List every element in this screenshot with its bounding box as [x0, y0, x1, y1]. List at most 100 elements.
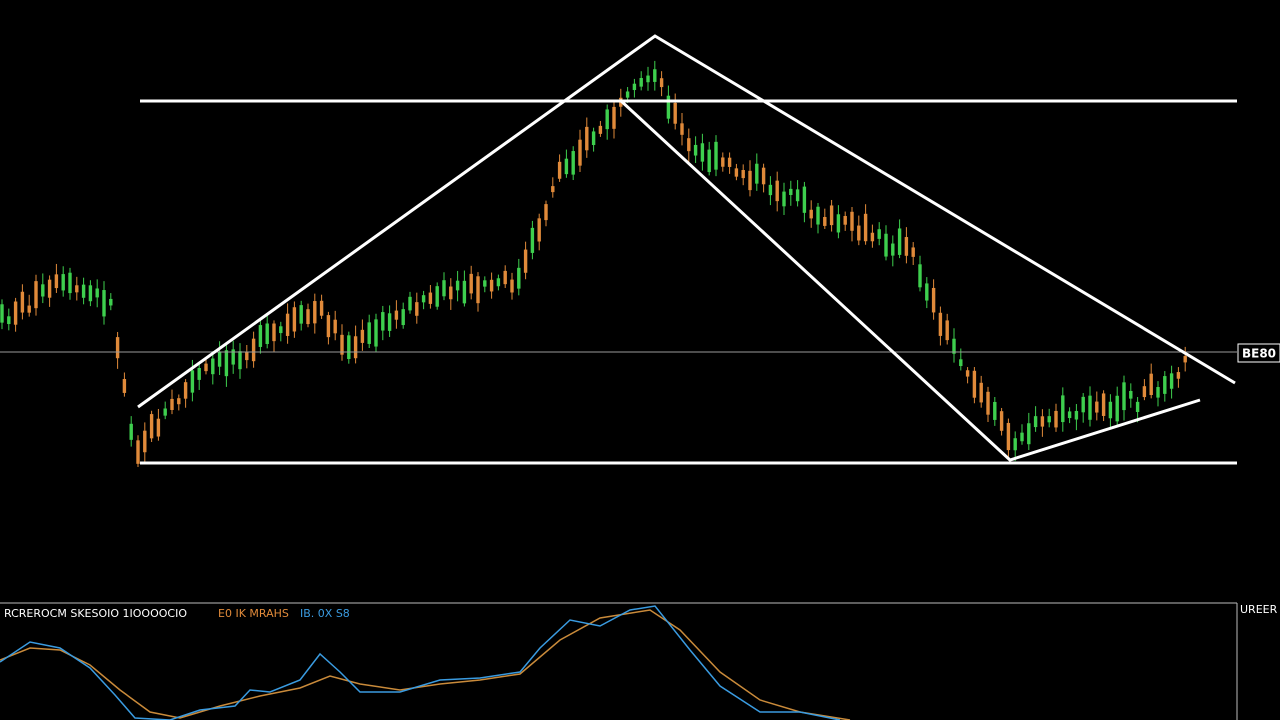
- indicator-name: RCREROCM SKESOIO 1IOOOOCIO: [4, 607, 187, 620]
- candle-body: [319, 300, 324, 316]
- candle-body: [904, 237, 909, 256]
- candle-body: [1013, 438, 1017, 451]
- candle-body: [829, 205, 834, 226]
- candle-body: [707, 149, 711, 173]
- candle-body: [381, 312, 385, 331]
- oscillator-fast: [0, 605, 841, 720]
- candle-body: [721, 157, 725, 167]
- candle-body: [925, 283, 929, 301]
- candle-body: [394, 310, 399, 320]
- candle-body: [1101, 393, 1106, 416]
- candle-body: [224, 350, 229, 377]
- candle-body: [415, 302, 419, 316]
- candle-body: [489, 279, 494, 292]
- candle-body: [88, 285, 93, 302]
- candle-body: [211, 358, 215, 375]
- candle-body: [374, 319, 378, 347]
- candle-body: [775, 180, 779, 202]
- candle-body: [340, 334, 344, 355]
- candle-body: [857, 225, 861, 241]
- candle-body: [761, 167, 766, 185]
- candle-body: [367, 322, 371, 344]
- candle-body: [843, 215, 847, 225]
- candle-body: [136, 440, 140, 464]
- candle-body: [265, 323, 269, 345]
- candle-body: [884, 233, 888, 257]
- candle-body: [75, 285, 79, 293]
- candle-body: [1033, 416, 1038, 428]
- candle-body: [238, 351, 242, 370]
- candle-body: [931, 287, 936, 313]
- candle-body: [1115, 395, 1119, 422]
- candle-body: [530, 227, 535, 253]
- candle-body: [272, 323, 276, 342]
- candle-body: [1081, 396, 1085, 413]
- candles: [0, 60, 1187, 468]
- candle-body: [47, 279, 52, 298]
- candle-body: [462, 280, 467, 304]
- candle-body: [149, 414, 154, 439]
- candle-body: [659, 78, 664, 88]
- price-label: BE80: [1242, 347, 1276, 361]
- candle-body: [809, 209, 813, 219]
- candle-body: [95, 288, 99, 298]
- candle-body: [1074, 410, 1079, 420]
- candle-body: [755, 163, 759, 184]
- candle-body: [585, 126, 589, 151]
- candle-body: [591, 131, 596, 146]
- candle-body: [789, 188, 793, 195]
- candle-body: [245, 352, 249, 361]
- candle-body: [27, 305, 31, 313]
- candle-body: [306, 309, 310, 325]
- candle-body: [170, 398, 174, 410]
- candle-body: [401, 309, 405, 326]
- candle-body: [1020, 432, 1024, 442]
- candle-body: [897, 228, 902, 255]
- candle-body: [183, 382, 188, 399]
- candle-body: [81, 284, 86, 298]
- candle-body: [802, 186, 807, 213]
- candle-body: [517, 267, 521, 289]
- candle-body: [653, 69, 657, 82]
- indicator-axis-label: UREER: [1240, 603, 1278, 616]
- candle-body: [326, 315, 331, 338]
- candle-body: [544, 204, 548, 221]
- candle-body: [1047, 416, 1051, 423]
- candle-body: [1054, 410, 1058, 428]
- candle-body: [1163, 376, 1167, 394]
- candle-body: [347, 335, 351, 359]
- candle-body: [197, 368, 201, 380]
- indicator-line2: IB. 0X S8: [300, 607, 350, 620]
- candle-body: [673, 102, 677, 124]
- candle-body: [360, 329, 365, 343]
- candle-body: [258, 325, 263, 347]
- candle-body: [156, 418, 161, 437]
- candle-body: [109, 298, 113, 306]
- candle-body: [727, 157, 732, 167]
- candle-body: [945, 320, 949, 341]
- candle-body: [836, 214, 841, 233]
- candle-body: [115, 337, 120, 359]
- candle-body: [1156, 387, 1160, 398]
- candle-body: [952, 338, 956, 354]
- oscillator-slow: [0, 609, 851, 720]
- candle-body: [523, 249, 528, 273]
- candle-body: [313, 301, 317, 324]
- candle-body: [795, 189, 800, 202]
- candle-body: [1149, 373, 1153, 395]
- candle-body: [455, 280, 460, 291]
- candle-body: [34, 281, 38, 309]
- candle-body: [911, 247, 915, 257]
- candle-body: [1169, 373, 1174, 389]
- candle-body: [442, 280, 446, 297]
- candle-body: [850, 211, 854, 231]
- candle-body: [1006, 422, 1011, 451]
- candle-body: [537, 218, 541, 242]
- candle-body: [387, 313, 392, 331]
- candle-body: [435, 286, 439, 307]
- candle-body: [13, 301, 18, 325]
- candle-body: [496, 278, 501, 287]
- candle-body: [823, 216, 827, 226]
